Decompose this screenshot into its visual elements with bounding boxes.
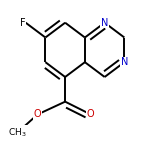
Text: F: F: [20, 18, 26, 28]
Text: N: N: [121, 57, 128, 67]
Text: O: O: [87, 109, 95, 119]
Text: N: N: [101, 18, 108, 28]
Text: O: O: [34, 109, 41, 119]
Text: $\mathregular{CH_3}$: $\mathregular{CH_3}$: [9, 126, 27, 138]
